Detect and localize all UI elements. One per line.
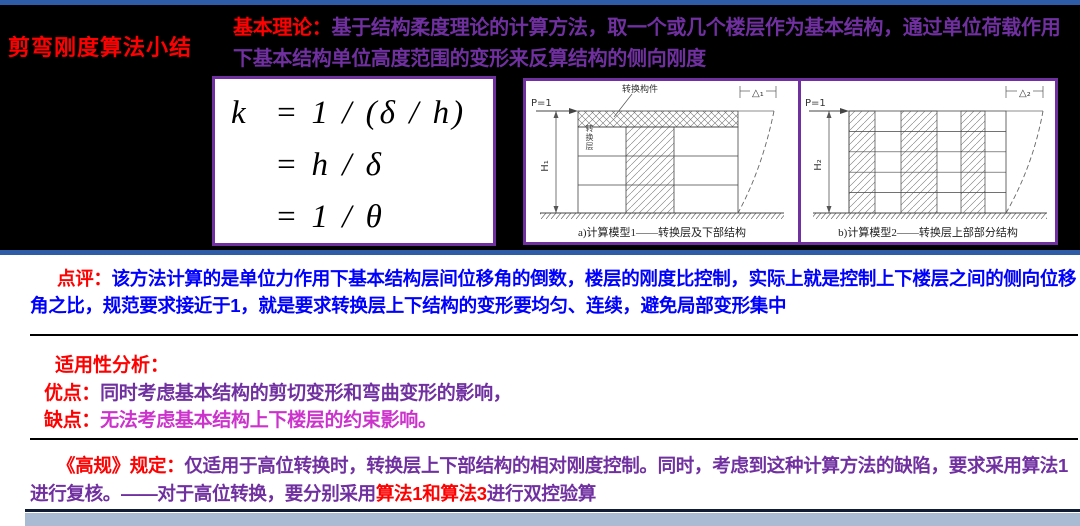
ground-hatch	[540, 213, 784, 219]
height-label: H₂	[813, 159, 824, 171]
deflection-curve	[737, 110, 775, 214]
load-arrowhead	[840, 108, 849, 114]
cons-text: 无法考虑基本结构上下楼层的约束影响。	[100, 410, 437, 431]
formula-box: k = 1 / (δ / h) = h / δ = 1 / θ	[212, 76, 496, 246]
code-rule-line-2-pre: 进行复核。——对于高位转换，要分别采用	[30, 483, 376, 504]
top-accent-bar	[0, 0, 1080, 5]
shear-wall	[900, 110, 938, 214]
comment-paragraph: 点评：该方法计算的是单位力作用下基本结构层间位移角的倒数，楼层的刚度比控制，实际…	[30, 265, 1078, 319]
shear-wall	[960, 110, 986, 214]
theory-line-2: 下基本结构单位高度范围的变形来反算结构的侧向刚度	[233, 48, 706, 70]
dim-arrow	[553, 111, 559, 118]
dim-arrow	[826, 206, 832, 213]
code-rule-highlight: 算法1和算法3	[375, 483, 487, 504]
formula-rhs: = h / δ	[275, 146, 385, 183]
diagram-model-1: H₁ P=1 转换构件 △₁ a)计算模型1——转换层及下部结构	[531, 83, 784, 239]
dim-arrow	[826, 111, 832, 118]
diagram-panel: H₁ P=1 转换构件 △₁ a)计算模型1——转换层及下部结构	[523, 78, 1058, 245]
leader-line	[613, 93, 633, 118]
comment-line-1: 该方法计算的是单位力作用下基本结构层间位移角的倒数，楼层的刚度比控制，实际上就是…	[111, 268, 1077, 289]
code-rule-line-2-post: 进行双控验算	[486, 483, 597, 504]
formula-line: k = 1 / (δ / h)	[231, 87, 493, 139]
formula-line: = h / δ	[231, 139, 493, 191]
header-bottom-accent-line	[0, 250, 1080, 255]
formula-line: = 1 / θ	[231, 191, 493, 243]
ground-hatch	[813, 213, 1047, 219]
section-divider	[30, 438, 1078, 440]
diagram-a-caption: a)计算模型1——转换层及下部结构	[578, 225, 746, 239]
diagram-divider	[798, 81, 801, 242]
height-label: H₁	[540, 160, 551, 172]
storey-vertical-label: 转换层	[585, 124, 594, 151]
applicability-heading: 适用性分析：	[55, 355, 170, 376]
transfer-band	[577, 110, 739, 128]
diagram-model-2: H₂ P=1 △₂ b)计算模型2——转换层上部部分结构	[805, 86, 1047, 239]
slide-title: 剪弯刚度算法小结	[8, 35, 193, 60]
shear-wall	[625, 126, 675, 214]
theory-line-1: 基于结构柔度理论的计算方法，取一个或几个楼层作为基本结构，通过单位荷载作用	[331, 17, 1061, 39]
comment-label: 点评：	[57, 268, 112, 289]
code-rule-line-1: 仅适用于高位转换时，转换层上下部结构的相对刚度控制。同时，考虑到这种计算方法的缺…	[184, 455, 1069, 476]
dim-arrow	[553, 206, 559, 213]
transfer-member-label: 转换构件	[622, 83, 658, 95]
diagram-b-caption: b)计算模型2——转换层上部部分结构	[838, 225, 1018, 239]
theory-label: 基本理论：	[233, 17, 332, 39]
cons-line: 缺点：无法考虑基本结构上下楼层的约束影响。	[44, 405, 437, 432]
pros-line: 优点：同时考虑基本结构的剪切变形和弯曲变形的影响，	[44, 378, 512, 405]
comment-line-2: 角之比，规范要求接近于1，就是要求转换层上下结构的变形要均匀、连续，避免局部变形…	[30, 295, 787, 316]
formula-rhs: = 1 / (δ / h)	[275, 94, 467, 131]
theory-paragraph: 基本理论：基于结构柔度理论的计算方法，取一个或几个楼层作为基本结构，通过单位荷载…	[233, 13, 1080, 75]
code-rule-paragraph: 《高规》规定：仅适用于高位转换时，转换层上下部结构的相对刚度控制。同时，考虑到这…	[30, 452, 1078, 508]
formula-lhs: k	[231, 94, 249, 131]
bottom-accent-bar	[25, 513, 1080, 526]
deflection-curve	[1005, 110, 1044, 214]
code-rule-label: 《高规》规定：	[57, 455, 185, 476]
shear-wall	[848, 110, 876, 214]
pros-text: 同时考虑基本结构的剪切变形和弯曲变形的影响，	[100, 383, 512, 404]
bottom-divider-line	[25, 509, 1080, 512]
load-label: P=1	[531, 98, 552, 109]
load-label: P=1	[805, 98, 826, 109]
load-arrowhead	[569, 108, 578, 114]
pros-label: 优点：	[44, 383, 101, 404]
section-divider	[30, 334, 1078, 336]
delta-label: △₂	[1019, 88, 1031, 99]
formula-rhs: = 1 / θ	[275, 198, 385, 235]
cons-label: 缺点：	[44, 410, 101, 431]
delta-label: △₁	[752, 88, 764, 99]
